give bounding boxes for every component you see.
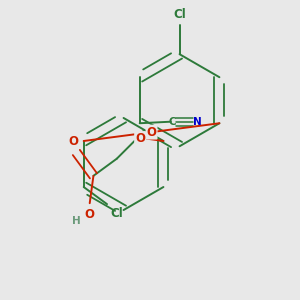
Text: O: O xyxy=(135,132,145,145)
Text: Cl: Cl xyxy=(110,207,123,220)
Text: N: N xyxy=(193,117,202,127)
Text: C: C xyxy=(168,117,176,127)
Text: H: H xyxy=(72,216,81,226)
Text: Cl: Cl xyxy=(173,8,186,21)
Text: O: O xyxy=(84,208,94,220)
Text: O: O xyxy=(69,135,79,148)
Text: O: O xyxy=(147,126,157,139)
